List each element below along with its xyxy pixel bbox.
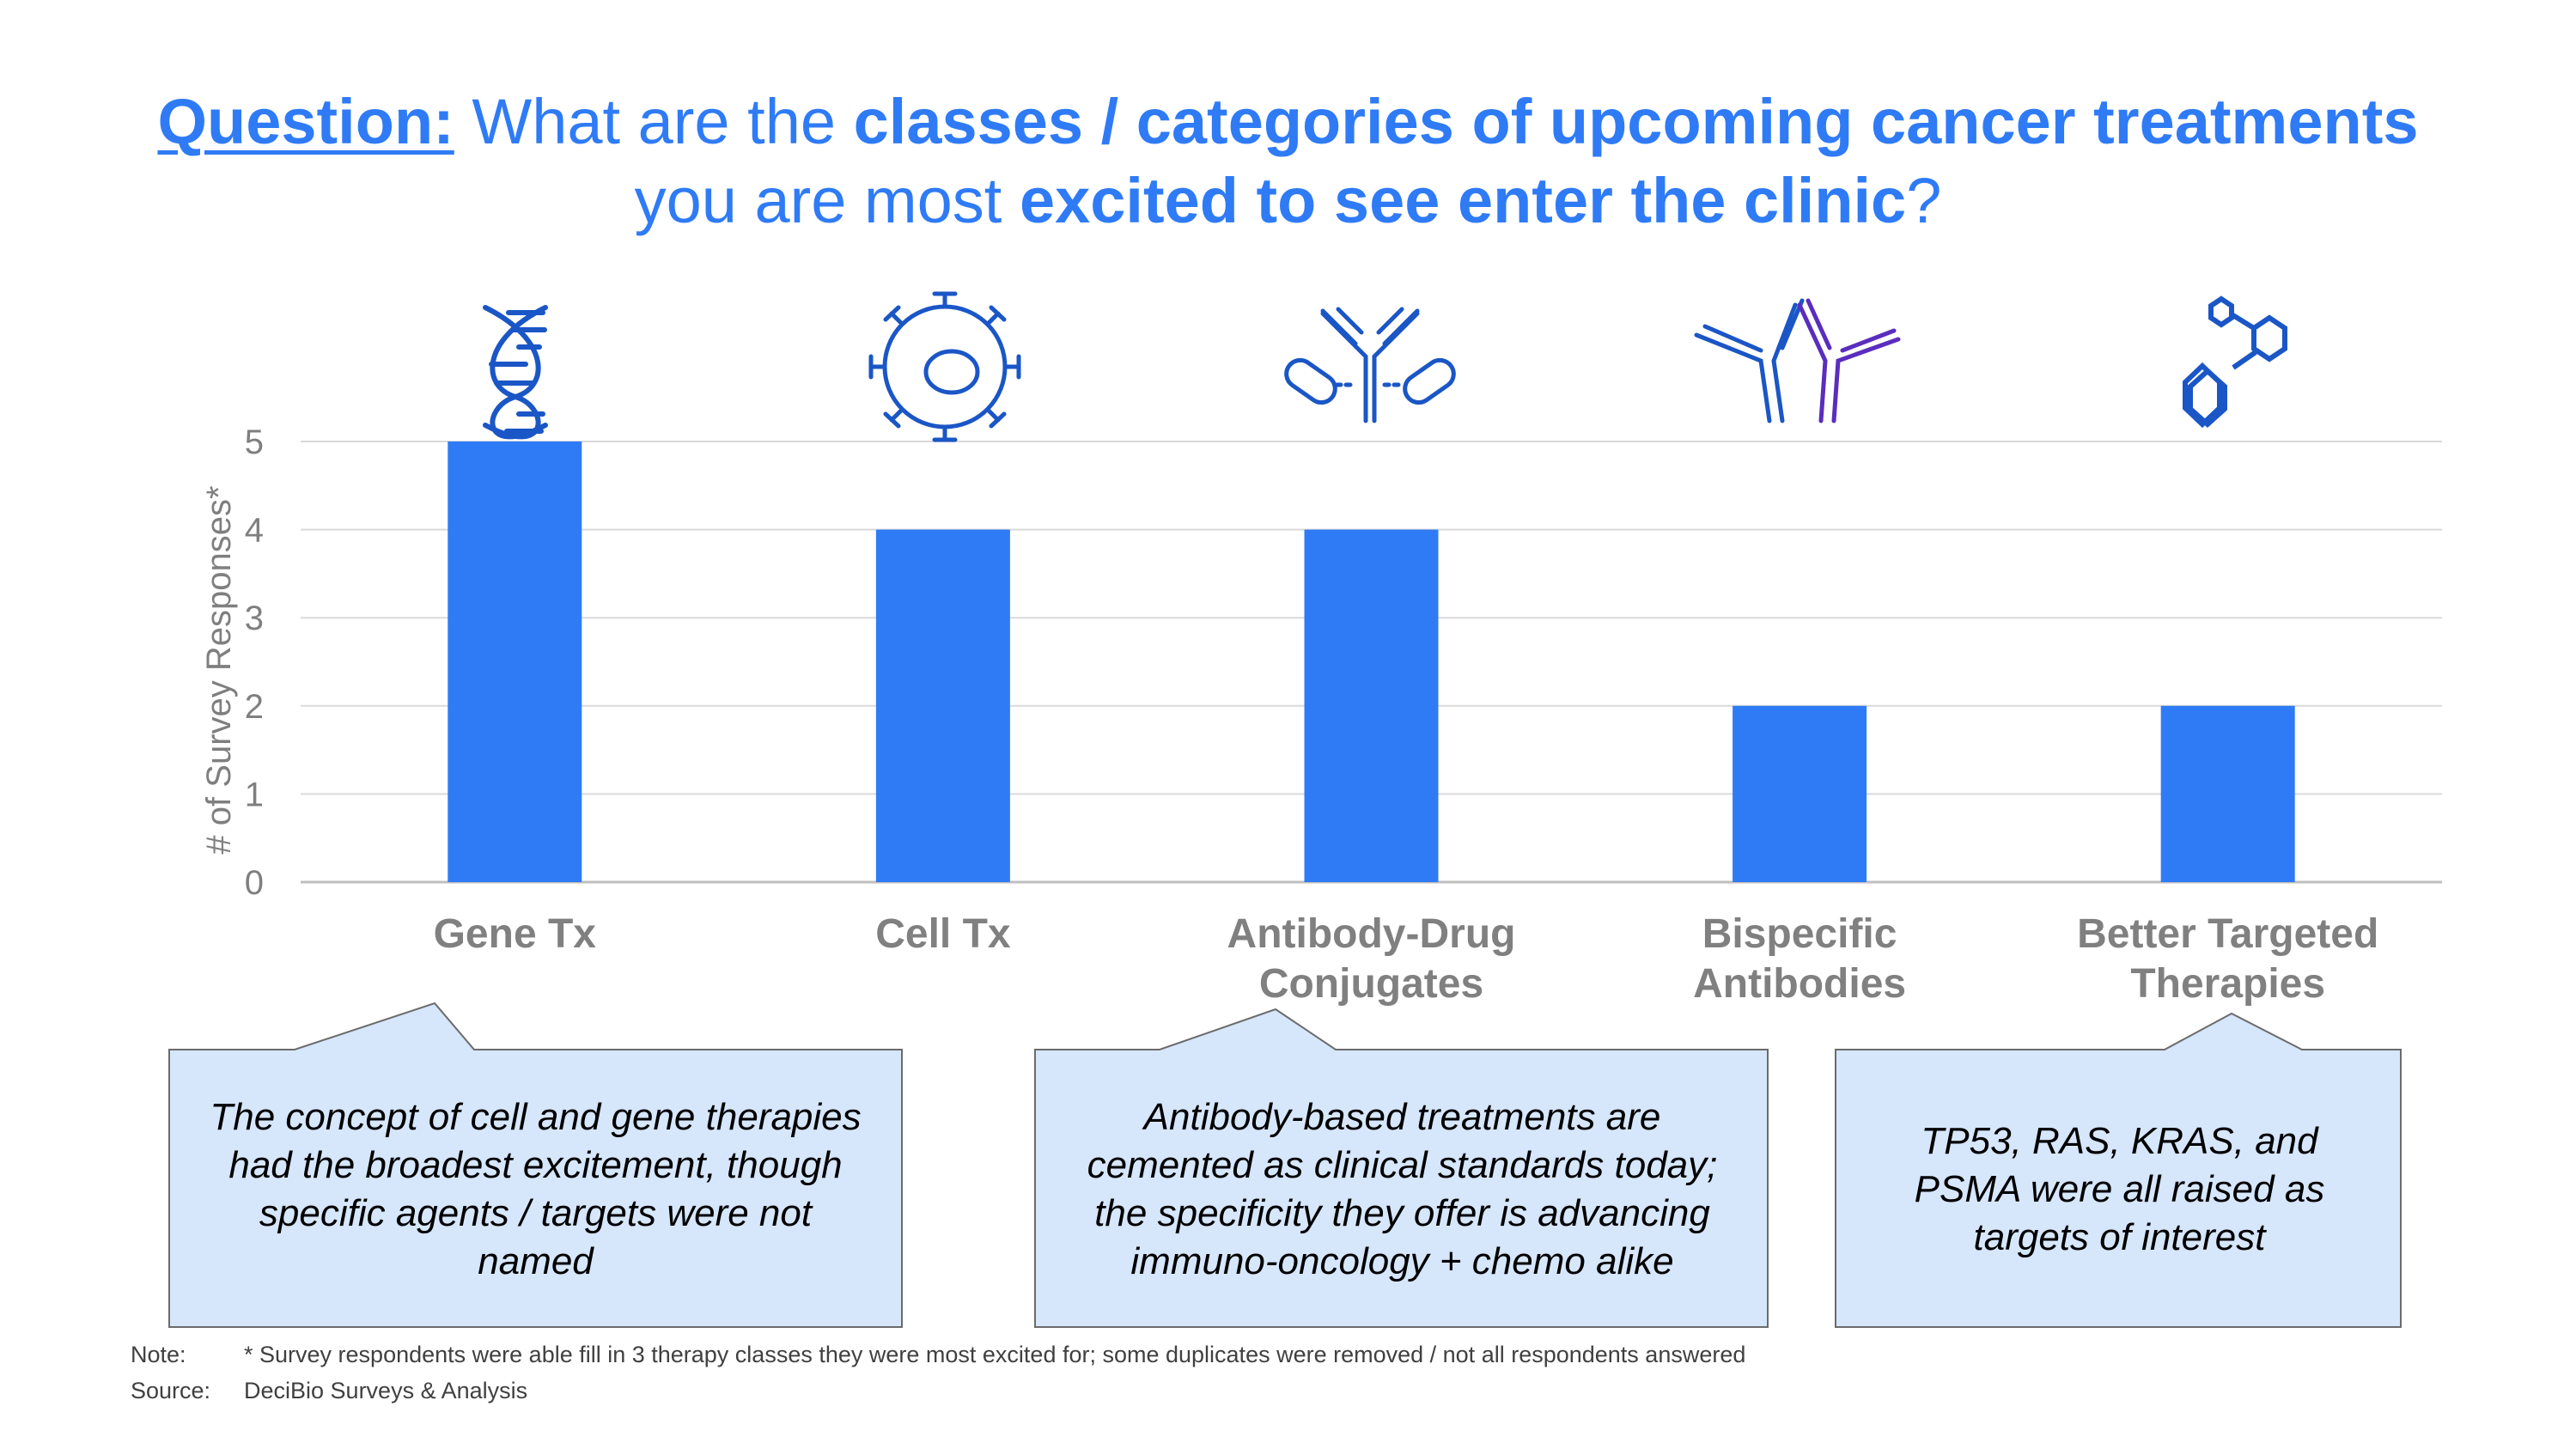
page-title: Question: What are the classes / categor… [0,82,2576,240]
note-text: * Survey respondents were able fill in 3… [244,1342,1746,1367]
x-category-label: Therapies [2130,961,2325,1007]
dna-icon [483,305,548,440]
bars [448,441,2295,882]
y-tick-label: 2 [245,688,264,726]
y-tick-label: 5 [245,423,264,461]
x-category-label: Antibody-Drug [1227,911,1516,957]
source-label: Source: [131,1378,211,1403]
bar-1 [448,441,582,882]
bar-2 [875,529,1010,882]
question-label: Question: [157,86,454,157]
bar-4 [1733,705,1867,882]
x-category-label: Better Targeted [2077,911,2378,957]
title-text-2b: excited to see enter the clinic [1019,165,1907,236]
cell-icon [868,291,1021,442]
title-text-2c: ? [1906,165,1942,236]
source-text: DeciBio Surveys & Analysis [244,1378,528,1403]
y-axis-ticks: 0 1 2 3 4 5 [245,423,264,902]
note-label: Note: [131,1342,186,1367]
molecule-icon [2183,295,2287,429]
callout-text-3: TP53, RAS, KRAS, and PSMA were all raise… [1914,1120,2325,1258]
y-tick-label: 0 [245,864,264,902]
title-text-1b: classes / categories of upcoming cancer … [853,86,2419,157]
bispecific-antibody-icon [1694,298,1901,423]
title-line-2: you are most excited to see enter the cl… [0,161,2576,240]
antibody-drug-conjugate-icon [1284,307,1456,423]
title-text-2a: you are most [634,165,1020,236]
x-category-label: Cell Tx [875,911,1011,957]
x-category-label: Antibodies [1693,961,1906,1007]
y-axis-label: # of Survey Responses* [200,485,238,854]
callout-text-1: The concept of cell and gene therapies h… [210,1096,862,1282]
bar-3 [1304,529,1439,882]
y-tick-label: 4 [245,512,264,550]
footnote: Note: * Survey respondents were able fill… [131,1342,1745,1368]
y-tick-label: 1 [245,776,264,813]
x-category-label: Bispecific [1702,911,1897,957]
title-line-1: Question: What are the classes / categor… [0,82,2576,161]
y-tick-label: 3 [245,600,264,637]
source-line: Source: DeciBio Surveys & Analysis [131,1378,527,1404]
bar-5 [2160,705,2295,882]
x-category-label: Conjugates [1259,961,1483,1007]
x-category-label: Gene Tx [434,911,597,957]
callout-text-2: Antibody-based treatments are cemented a… [1087,1096,1718,1282]
title-text-1a: What are the [454,86,854,157]
